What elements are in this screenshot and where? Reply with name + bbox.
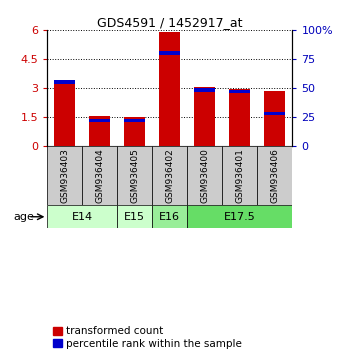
Bar [54,82,75,146]
Bar [152,146,187,205]
Bar [117,205,152,228]
Bar [82,146,117,205]
Bar [264,91,285,146]
Legend: transformed count, percentile rank within the sample: transformed count, percentile rank withi… [52,326,242,349]
Bar [47,205,117,228]
Bar [222,146,257,205]
Bar [187,205,292,228]
Bar [124,117,145,146]
Bar [257,146,292,205]
Bar [47,146,82,205]
Text: GSM936403: GSM936403 [60,148,69,203]
Bar [194,87,215,146]
Bar [159,51,180,55]
Bar [124,119,145,122]
Text: E17.5: E17.5 [224,212,256,222]
Bar [159,32,180,146]
Bar [187,146,222,205]
Bar [194,88,215,92]
Text: age: age [13,212,34,222]
Text: GSM936400: GSM936400 [200,148,209,203]
Text: E16: E16 [159,212,180,222]
Text: GSM936405: GSM936405 [130,148,139,203]
Text: GSM936406: GSM936406 [270,148,280,203]
Bar [117,146,152,205]
Bar [89,119,110,122]
Bar [54,80,75,84]
Text: E14: E14 [72,212,93,222]
Text: GSM936404: GSM936404 [95,148,104,203]
Text: E15: E15 [124,212,145,222]
Text: GSM936401: GSM936401 [235,148,244,203]
Title: GDS4591 / 1452917_at: GDS4591 / 1452917_at [97,16,243,29]
Bar [230,89,250,146]
Bar [230,90,250,93]
Bar [264,112,285,115]
Bar [89,116,110,146]
Bar [152,205,187,228]
Text: GSM936402: GSM936402 [165,148,174,203]
